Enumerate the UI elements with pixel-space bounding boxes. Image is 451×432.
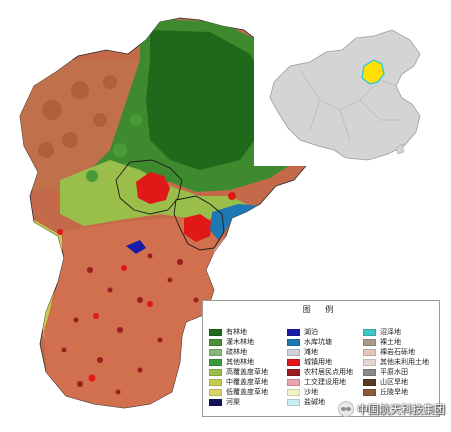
tianjin-boundary: [173, 195, 225, 251]
legend-swatch: [209, 388, 222, 396]
reservoir: [126, 240, 146, 254]
plain-farmland: [44, 218, 226, 408]
legend-swatch: [287, 338, 300, 346]
legend-item: 平原水田: [363, 367, 439, 377]
rural-settlements: [61, 253, 199, 395]
beijing-boundary: [115, 159, 183, 215]
legend-swatch: [209, 348, 222, 356]
legend-label: 水库坑塘: [304, 338, 332, 346]
legend-item: 城镇用地: [287, 357, 363, 367]
legend-label: 低覆盖度草地: [226, 388, 268, 396]
legend-swatch: [287, 388, 300, 396]
legend-label: 丘陵旱地: [380, 388, 408, 396]
legend-swatch: [287, 368, 300, 376]
legend-label: 中覆盖度草地: [226, 378, 268, 386]
legend-label: 裸岩石砾地: [380, 348, 415, 356]
legend-swatch: [287, 328, 300, 336]
legend-item: 工交建设用地: [287, 377, 363, 387]
admin-boundaries: [115, 159, 225, 251]
legend-item: 其他未利用土地: [363, 357, 439, 367]
legend-label: 其他未利用土地: [380, 358, 429, 366]
beijing-urban: [136, 172, 170, 204]
legend-label: 工交建设用地: [304, 378, 346, 386]
legend-swatch: [363, 388, 376, 396]
legend-swatch: [209, 378, 222, 386]
legend-swatch: [363, 348, 376, 356]
legend-label: 山区旱地: [380, 378, 408, 386]
legend-item: 裸土地: [363, 337, 439, 347]
legend-label: 裸土地: [380, 338, 401, 346]
legend-item: 山区旱地: [363, 377, 439, 387]
inset-islands: [395, 143, 405, 155]
legend-item: 灌木林地: [209, 337, 287, 347]
legend-swatch: [287, 348, 300, 356]
legend: 图 例 有林地 湖泊 沼泽地灌木林地 水库坑塘 裸土地疏林地 滩地 裸岩石砾地其他林地 城镇用…: [202, 300, 440, 417]
legend-swatch: [209, 358, 222, 366]
legend-swatch: [287, 358, 300, 366]
legend-label: 灌木林地: [226, 338, 254, 346]
legend-swatch: [209, 368, 222, 376]
legend-label: 有林地: [226, 328, 247, 336]
tianjin-urban: [184, 214, 212, 242]
legend-swatch: [209, 398, 222, 406]
legend-item: 湖泊: [287, 327, 363, 337]
legend-grid: 有林地 湖泊 沼泽地灌木林地 水库坑塘 裸土地疏林地 滩地 裸岩石砾地其他林地 城镇用地 其他未…: [209, 327, 439, 407]
legend-label: 城镇用地: [304, 358, 332, 366]
legend-item: 农村居民点用地: [287, 367, 363, 377]
legend-swatch: [209, 338, 222, 346]
legend-item: 裸岩石砾地: [363, 347, 439, 357]
legend-item: 水库坑塘: [287, 337, 363, 347]
dense-forest-zone: [146, 30, 270, 170]
legend-swatch: [209, 328, 222, 336]
legend-label: 沼泽地: [380, 328, 401, 336]
legend-label: 盐碱地: [304, 398, 325, 406]
legend-swatch: [363, 368, 376, 376]
legend-item: 中覆盖度草地: [209, 377, 287, 387]
legend-swatch: [363, 378, 376, 386]
legend-label: 沙地: [304, 388, 318, 396]
legend-item: 高覆盖度草地: [209, 367, 287, 377]
jing-jin-ji-highlight: [361, 59, 385, 85]
legend-label: 滩地: [304, 348, 318, 356]
legend-title: 图 例: [302, 305, 340, 314]
inset-map: [254, 26, 444, 166]
legend-label: 疏林地: [226, 348, 247, 356]
watermark: 中国航天科技集团: [338, 400, 445, 418]
tangshan-urban: [228, 192, 236, 200]
legend-swatch: [287, 378, 300, 386]
inset-province-lines: [299, 69, 400, 141]
legend-label: 农村居民点用地: [304, 368, 353, 376]
legend-swatch: [287, 398, 300, 406]
legend-label: 湖泊: [304, 328, 318, 336]
legend-item: 盐碱地: [287, 397, 363, 407]
legend-swatch: [363, 328, 376, 336]
legend-item: 丘陵旱地: [363, 387, 439, 397]
legend-item: 低覆盖度草地: [209, 387, 287, 397]
legend-item: 沼泽地: [363, 327, 439, 337]
legend-swatch: [363, 338, 376, 346]
wechat-icon: [338, 401, 354, 417]
legend-item: 疏林地: [209, 347, 287, 357]
legend-label: 平原水田: [380, 368, 408, 376]
watermark-text: 中国航天科技集团: [357, 403, 445, 416]
legend-label: 其他林地: [226, 358, 254, 366]
china-outline: [269, 29, 421, 161]
legend-label: 高覆盖度草地: [226, 368, 268, 376]
legend-label: 河渠: [226, 398, 240, 406]
legend-swatch: [363, 358, 376, 366]
legend-item: 河渠: [209, 397, 287, 407]
legend-item: 有林地: [209, 327, 287, 337]
legend-item: 滩地: [287, 347, 363, 357]
highland-blotches: [38, 75, 117, 158]
legend-item: 其他林地: [209, 357, 287, 367]
legend-item: 沙地: [287, 387, 363, 397]
